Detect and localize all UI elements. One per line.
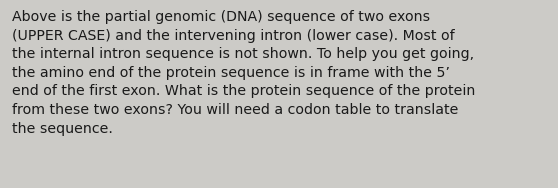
Text: Above is the partial genomic (DNA) sequence of two exons
(UPPER CASE) and the in: Above is the partial genomic (DNA) seque… xyxy=(12,10,475,136)
